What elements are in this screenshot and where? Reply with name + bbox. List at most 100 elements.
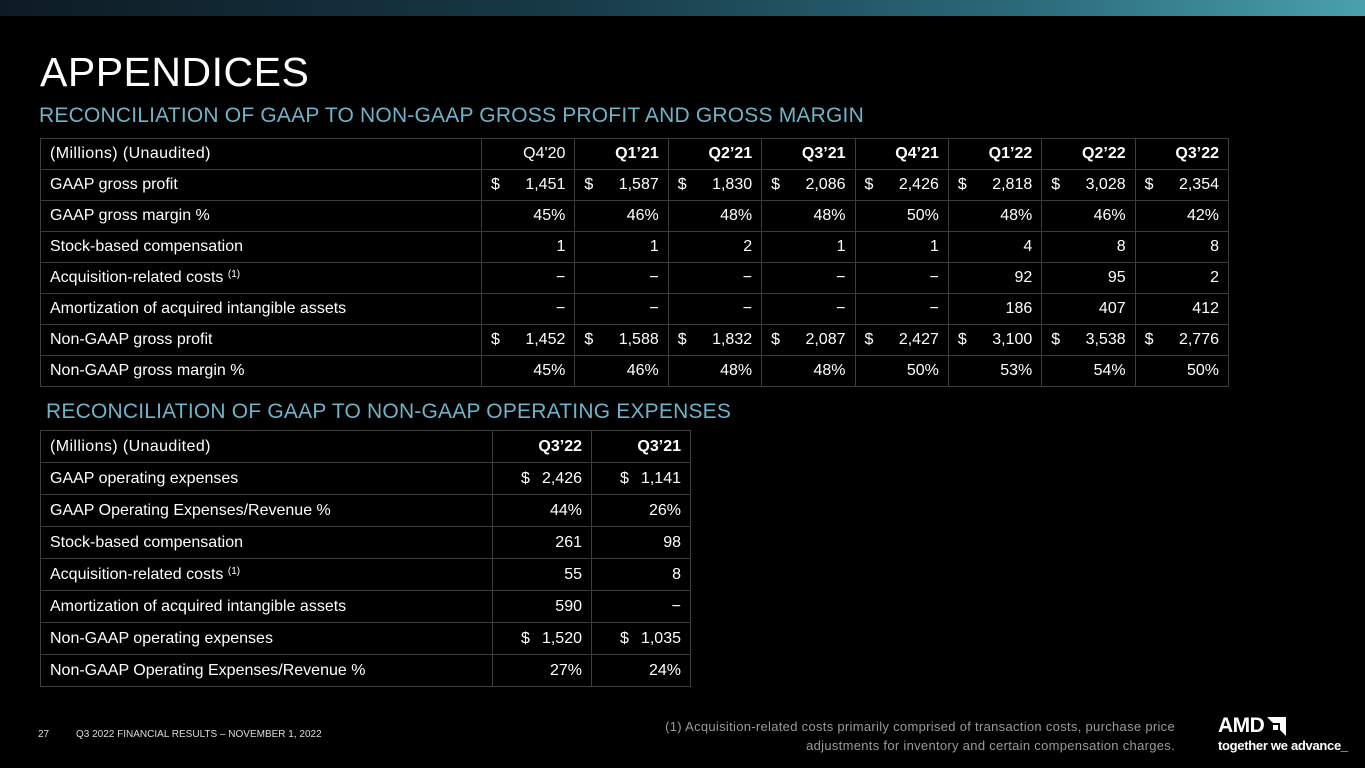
currency-symbol: $: [584, 331, 594, 348]
currency-symbol: $: [584, 176, 594, 193]
table-row: Acquisition-related costs (1) 55 8: [40, 558, 691, 591]
money-cell: $3,100: [947, 324, 1043, 356]
row-label: Amortization of acquired intangible asse…: [40, 590, 493, 623]
cell-value: 46%: [1041, 200, 1136, 232]
cell-value: 53%: [947, 355, 1043, 387]
currency-symbol: $: [1144, 176, 1154, 193]
cell-value: 46%: [574, 355, 669, 387]
cell-value: 4: [947, 231, 1043, 263]
row-label: Stock-based compensation: [40, 231, 482, 263]
currency-symbol: $: [1051, 176, 1061, 193]
section-heading-gross-profit: RECONCILIATION OF GAAP TO NON-GAAP GROSS…: [39, 104, 864, 127]
footnote-line: adjustments for inventory and certain co…: [806, 738, 1175, 753]
row-label: Acquisition-related costs (1): [40, 262, 482, 294]
footnote-marker: (1): [227, 565, 241, 577]
cell-value: 2,427: [898, 331, 939, 348]
units-label: (Millions) (Unaudited): [40, 430, 493, 463]
row-label: Non-GAAP Operating Expenses/Revenue %: [40, 654, 493, 687]
currency-symbol: $: [521, 629, 530, 647]
cell-value: 27%: [492, 654, 592, 687]
currency-symbol: $: [491, 331, 500, 348]
logo-mark: AMD: [1218, 714, 1348, 737]
table-row: GAAP operating expenses $2,426 $1,141: [40, 462, 691, 495]
column-header: Q3’21: [761, 138, 856, 170]
cell-value: 48%: [947, 200, 1043, 232]
cell-value: 412: [1134, 293, 1230, 325]
cell-value: 1: [480, 231, 576, 263]
money-cell: $1,035: [591, 622, 691, 655]
cell-value: 2,087: [805, 331, 846, 348]
row-label-text: Acquisition-related costs: [50, 565, 224, 583]
cell-value: 3,538: [1085, 331, 1126, 348]
cell-value: −: [667, 293, 763, 325]
gross-profit-table: (Millions) (Unaudited) Q4'20 Q1’21 Q2’21…: [40, 138, 1230, 387]
currency-symbol: $: [957, 331, 967, 348]
column-header: Q1’22: [947, 138, 1043, 170]
cell-value: 42%: [1134, 200, 1230, 232]
table-row: Stock-based compensation 261 98: [40, 526, 691, 559]
table-row: Amortization of acquired intangible asse…: [40, 590, 691, 623]
money-cell: $1,588: [574, 324, 669, 356]
money-cell: $2,818: [947, 169, 1043, 201]
cell-value: 1: [761, 231, 856, 263]
cell-value: 2,818: [992, 176, 1033, 193]
footnote: (1) Acquisition-related costs primarily …: [575, 717, 1175, 755]
cell-value: 590: [492, 590, 592, 623]
cell-value: 92: [947, 262, 1043, 294]
currency-symbol: $: [1051, 331, 1061, 348]
cell-value: 2,426: [898, 176, 939, 193]
cell-value: −: [667, 262, 763, 294]
cell-value: 45%: [480, 355, 576, 387]
cell-value: 1,832: [712, 331, 753, 348]
amd-arrow-icon: [1267, 716, 1287, 736]
page-number: 27: [38, 729, 50, 740]
table-row: GAAP gross profit $1,451 $1,587 $1,830 $…: [40, 169, 1230, 201]
cell-value: −: [761, 262, 856, 294]
cell-value: 8: [1041, 231, 1136, 263]
cell-value: 50%: [854, 355, 949, 387]
units-label: (Millions) (Unaudited): [40, 138, 482, 170]
cell-value: 407: [1041, 293, 1136, 325]
cell-value: 1,520: [541, 629, 582, 647]
operating-expenses-table: (Millions) (Unaudited) Q3’22 Q3’21 GAAP …: [40, 430, 691, 687]
cell-value: 3,100: [992, 331, 1033, 348]
cell-value: −: [480, 262, 576, 294]
cell-value: 44%: [492, 494, 592, 527]
money-cell: $1,587: [574, 169, 669, 201]
cell-value: 1,451: [525, 176, 566, 193]
table-row: Stock-based compensation 1 1 2 1 1 4 8 8: [40, 231, 1230, 263]
money-cell: $3,538: [1041, 324, 1136, 356]
currency-symbol: $: [771, 331, 781, 348]
row-label: Stock-based compensation: [40, 526, 493, 559]
cell-value: −: [480, 293, 576, 325]
money-cell: $1,451: [480, 169, 576, 201]
column-header: Q3’22: [492, 430, 592, 463]
cell-value: 45%: [480, 200, 576, 232]
cell-value: 54%: [1041, 355, 1136, 387]
cell-value: 48%: [667, 355, 763, 387]
cell-value: 2,086: [805, 176, 846, 193]
cell-value: −: [761, 293, 856, 325]
column-header: Q4'20: [480, 138, 576, 170]
money-cell: $1,832: [667, 324, 763, 356]
cell-value: 95: [1041, 262, 1136, 294]
cell-value: 50%: [854, 200, 949, 232]
cell-value: 2: [667, 231, 763, 263]
currency-symbol: $: [521, 469, 530, 487]
column-header: Q2’22: [1041, 138, 1136, 170]
row-label: Amortization of acquired intangible asse…: [40, 293, 482, 325]
cell-value: 2,776: [1178, 331, 1219, 348]
money-cell: $2,776: [1134, 324, 1230, 356]
row-label: GAAP operating expenses: [40, 462, 493, 495]
row-label: GAAP gross profit: [40, 169, 482, 201]
table-row: Non-GAAP gross margin % 45% 46% 48% 48% …: [40, 355, 1230, 387]
table-row: Non-GAAP Operating Expenses/Revenue % 27…: [40, 654, 691, 687]
row-label: Non-GAAP gross profit: [40, 324, 482, 356]
currency-symbol: $: [1144, 331, 1154, 348]
column-header: Q1’21: [574, 138, 669, 170]
money-cell: $2,087: [761, 324, 856, 356]
page-title: APPENDICES: [40, 49, 310, 95]
money-cell: $2,354: [1134, 169, 1230, 201]
cell-value: 1,588: [618, 331, 659, 348]
footnote-line: (1) Acquisition-related costs primarily …: [665, 719, 1175, 734]
